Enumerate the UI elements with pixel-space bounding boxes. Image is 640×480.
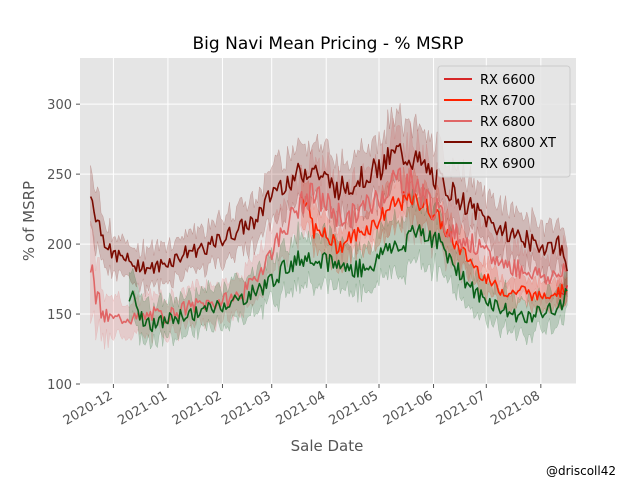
series-line-rx-6800-xt [89, 143, 568, 275]
x-axis-label: Sale Date [291, 437, 364, 455]
y-tick-label: 300 [47, 98, 72, 113]
legend-label: RX 6800 XT [480, 136, 556, 151]
legend-frame [437, 65, 571, 178]
legend-label: RX 6600 [480, 73, 535, 88]
y-tick-label: 150 [47, 308, 72, 323]
y-tick-label: 100 [47, 378, 72, 393]
y-axis-ticks: 100 150 200 250 300 [47, 98, 80, 393]
series-line-rx-6800 [89, 165, 568, 325]
y-axis-label: % of MSRP [20, 181, 38, 261]
band-rx-6800-xt [90, 103, 568, 298]
band-rx-6700 [301, 166, 568, 314]
legend: RX 6600 RX 6700 RX 6800 RX 6800 XT RX 6900 [437, 65, 571, 178]
y-tick-label: 200 [47, 238, 72, 253]
credit-text: @driscoll42 [546, 464, 616, 478]
series-line-rx-6900 [128, 224, 568, 333]
chart-title: Big Navi Mean Pricing - % MSRP [193, 34, 464, 54]
series-lines [89, 143, 568, 333]
legend-label: RX 6800 [480, 115, 535, 130]
legend-label: RX 6700 [480, 94, 535, 109]
legend-label: RX 6900 [480, 157, 535, 172]
series-line-rx-6700 [300, 190, 568, 302]
y-tick-label: 250 [47, 168, 72, 183]
